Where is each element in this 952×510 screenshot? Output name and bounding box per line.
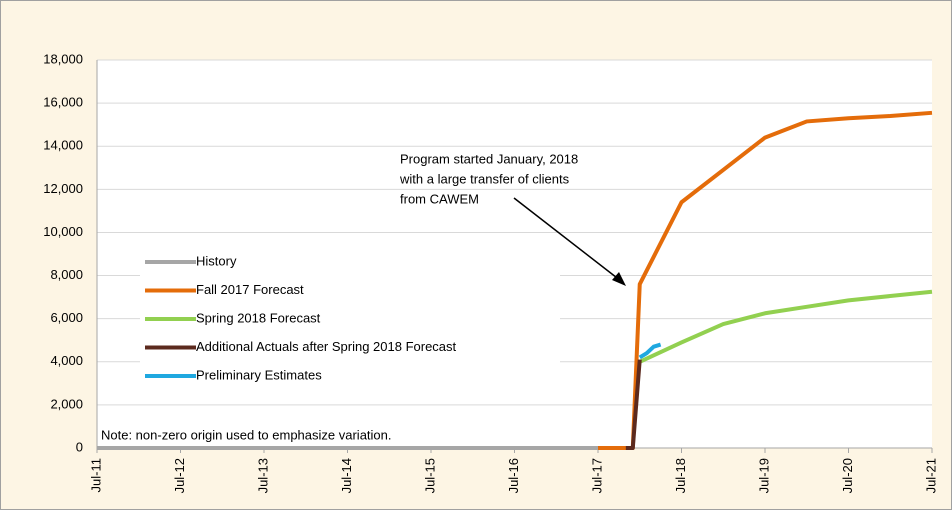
legend-label: Additional Actuals after Spring 2018 For… xyxy=(196,339,457,354)
y-tick-label: 6,000 xyxy=(50,310,83,325)
legend-label: Fall 2017 Forecast xyxy=(196,282,304,297)
lines xyxy=(97,110,933,450)
x-tick-label: Jul-21 xyxy=(923,458,938,493)
series-line xyxy=(638,289,933,364)
note: Note: non-zero origin used to emphasize … xyxy=(101,427,392,442)
legend-box xyxy=(140,250,560,388)
x-tick-label: Jul-18 xyxy=(673,458,688,493)
annotation-line: with a large transfer of clients xyxy=(399,171,570,186)
y-tick-label: 14,000 xyxy=(43,138,83,153)
x-tick-label: Jul-20 xyxy=(840,458,855,493)
legend-label: Spring 2018 Forecast xyxy=(196,310,321,325)
x-tick-label: Jul-15 xyxy=(422,458,437,493)
x-tick-label: Jul-19 xyxy=(756,458,771,493)
x-tick-label: Jul-12 xyxy=(172,458,187,493)
y-tick-label: 0 xyxy=(76,439,83,454)
x-tick-label: Jul-11 xyxy=(88,458,103,492)
series-line xyxy=(638,342,662,360)
series-line xyxy=(625,359,642,450)
y-tick-label: 4,000 xyxy=(50,353,83,368)
legend-label: Preliminary Estimates xyxy=(196,367,322,382)
grid: 0 2,000 4,000 6,000 8,000 10,000 12,000 14,000 1… xyxy=(43,51,938,493)
y-tick-label: 8,000 xyxy=(50,267,83,282)
x-tick-label: Jul-16 xyxy=(506,458,521,493)
y-tick-label: 2,000 xyxy=(50,396,83,411)
x-tick-label: Jul-17 xyxy=(589,458,604,493)
x-tick-label: Jul-14 xyxy=(339,458,354,493)
series-line xyxy=(598,110,933,450)
y-tick-label: 10,000 xyxy=(43,224,83,239)
annotation-line: from CAWEM xyxy=(400,191,479,206)
annotation-arrow xyxy=(513,197,622,282)
legend: History Fall 2017 Forecast Spring 2018 For… xyxy=(145,253,457,382)
x-tick-label: Jul-13 xyxy=(255,458,270,493)
legend-label: History xyxy=(196,253,237,268)
annotation-line: Program started January, 2018 xyxy=(400,151,578,166)
y-tick-label: 16,000 xyxy=(43,95,83,110)
y-tick-label: 12,000 xyxy=(43,181,83,196)
annotation-arrowhead xyxy=(612,272,626,286)
y-tick-label: 18,000 xyxy=(43,51,83,66)
